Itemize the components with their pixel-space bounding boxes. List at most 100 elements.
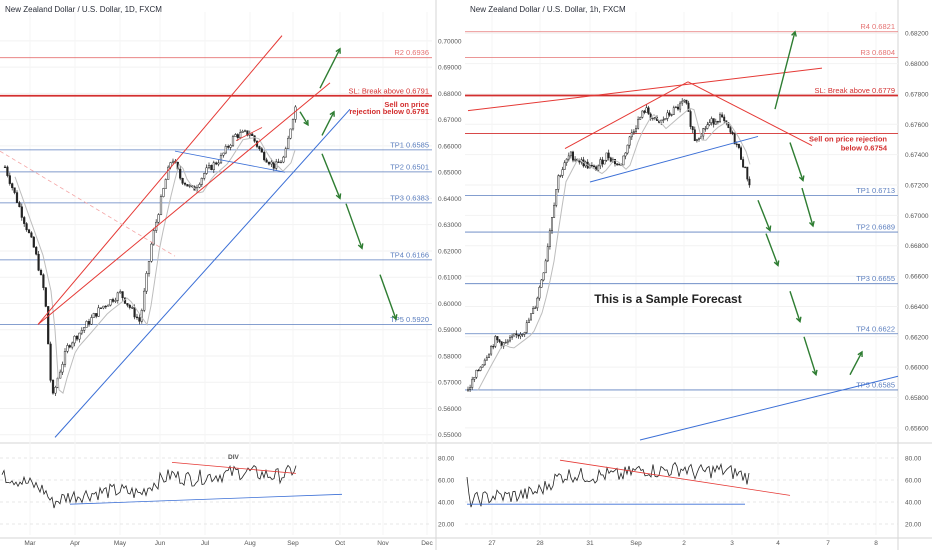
- candle: [159, 194, 163, 216]
- x-tick-label: 3: [730, 540, 734, 547]
- level-label: TP4 0.6166: [390, 250, 429, 259]
- candle: [152, 227, 155, 246]
- candle: [39, 268, 43, 276]
- candle: [147, 260, 151, 277]
- candle: [721, 112, 724, 118]
- y-tick-label: 0.55000: [438, 432, 462, 439]
- candle: [740, 145, 742, 160]
- candle: [559, 174, 562, 178]
- forecast-arrow: [849, 350, 863, 376]
- candle: [704, 126, 707, 132]
- candle: [641, 110, 644, 119]
- candle: [44, 287, 47, 308]
- candle: [78, 332, 81, 343]
- candle: [107, 304, 110, 307]
- candle: [651, 117, 654, 121]
- candle: [279, 159, 283, 164]
- candle: [282, 155, 285, 164]
- y-tick-label: 0.59000: [438, 327, 462, 334]
- indicator-tick-label: 20.00: [438, 522, 455, 529]
- y-tick-label: 0.66400: [905, 304, 929, 311]
- candle: [553, 202, 556, 218]
- candle: [698, 137, 700, 142]
- y-tick-label: 0.67000: [905, 213, 929, 220]
- candle: [746, 166, 749, 182]
- x-tick-label: 4: [776, 540, 780, 547]
- candle: [289, 128, 292, 140]
- candle: [128, 303, 131, 310]
- candle: [126, 303, 129, 308]
- y-tick-label: 0.67600: [905, 122, 929, 129]
- divergence-line: [171, 462, 297, 474]
- candle: [68, 344, 71, 349]
- candle: [11, 182, 14, 191]
- moving-average: [477, 107, 751, 391]
- level-label: SL: Break above 0.6779: [815, 86, 895, 95]
- candle: [205, 164, 208, 175]
- y-tick-label: 0.68200: [905, 31, 929, 38]
- candle: [695, 138, 698, 143]
- candle: [647, 105, 650, 115]
- y-tick-label: 0.66000: [905, 365, 929, 372]
- indicator-tick-label: 20.00: [905, 522, 922, 529]
- candle: [513, 333, 516, 337]
- candle: [102, 305, 105, 310]
- forecast-arrow: [319, 47, 341, 89]
- forecast-arrow: [789, 291, 802, 324]
- candle: [61, 361, 64, 376]
- candle: [138, 314, 141, 325]
- x-tick-label: Aug: [244, 540, 256, 547]
- forecast-arrow: [379, 274, 398, 321]
- candle: [626, 144, 629, 155]
- candle: [653, 117, 656, 121]
- candle: [744, 166, 747, 169]
- candle: [538, 285, 541, 301]
- candle: [557, 174, 560, 193]
- candle: [183, 181, 187, 187]
- candle: [561, 166, 564, 179]
- y-tick-label: 0.67000: [438, 117, 462, 124]
- candle: [706, 121, 709, 130]
- candle: [481, 364, 484, 368]
- level-label: TP1 0.6713: [856, 186, 895, 195]
- candle: [540, 278, 543, 288]
- candle: [681, 98, 684, 106]
- candle: [54, 385, 57, 397]
- candle: [597, 164, 600, 172]
- forecast-arrow: [765, 233, 780, 267]
- candle: [157, 213, 160, 224]
- candle: [203, 172, 206, 181]
- candle: [496, 335, 499, 344]
- candle: [13, 187, 16, 195]
- candle: [477, 368, 480, 372]
- y-tick-label: 0.66800: [905, 243, 929, 250]
- candle: [59, 369, 62, 379]
- level-label: TP1 0.6585: [390, 140, 429, 149]
- candle: [685, 99, 688, 105]
- candle: [473, 376, 476, 383]
- level-label: SL: Break above 0.6791: [349, 86, 429, 95]
- x-tick-label: May: [114, 540, 127, 547]
- x-tick-label: Sep: [630, 540, 642, 547]
- forecast-arrow: [321, 153, 342, 200]
- y-tick-label: 0.62000: [438, 248, 462, 255]
- candle: [519, 332, 522, 340]
- candle: [530, 313, 532, 321]
- x-tick-label: Mar: [24, 540, 36, 547]
- candle: [90, 314, 93, 325]
- candle: [131, 305, 134, 310]
- candle: [733, 132, 736, 145]
- candle: [504, 339, 507, 344]
- forecast-arrow: [757, 199, 772, 232]
- candle: [712, 118, 715, 128]
- level-label: TP5 0.5920: [390, 315, 429, 324]
- sample-forecast-label: This is a Sample Forecast: [594, 292, 741, 306]
- candle: [683, 99, 686, 103]
- x-tick-label: 27: [488, 540, 496, 547]
- upper-resistance-trendline: [467, 67, 823, 112]
- y-tick-label: 0.67800: [905, 91, 929, 98]
- candle: [590, 162, 593, 168]
- candle: [186, 184, 189, 187]
- candle: [708, 119, 711, 127]
- candle: [18, 200, 21, 208]
